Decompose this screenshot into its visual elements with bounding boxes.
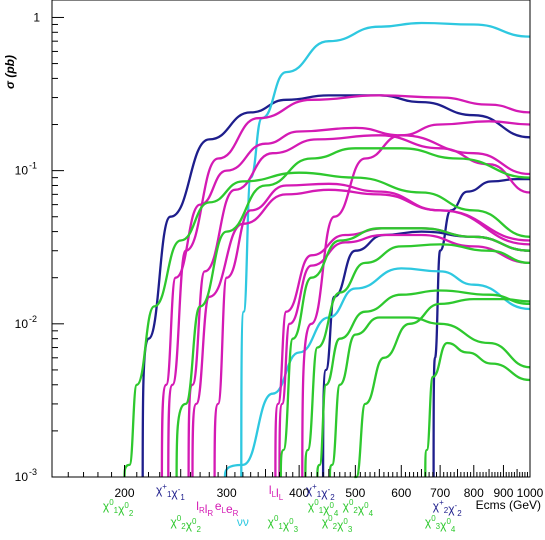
- series-line-green-13: [123, 171, 531, 478]
- series-line-green-19: [354, 297, 531, 479]
- threshold-label: χ02χ03: [322, 514, 353, 534]
- x-tick-label: 900: [493, 486, 513, 500]
- threshold-label: χ+1χ-1: [156, 482, 185, 502]
- y-axis-title: σ (pb): [3, 55, 17, 89]
- series-line-magenta-5: [160, 126, 531, 478]
- threshold-label: χ+1χ-2: [306, 482, 335, 502]
- x-tick-label: 500: [345, 486, 365, 500]
- series-line-cyan-4: [223, 267, 531, 478]
- y-tick-label: 1: [33, 10, 40, 24]
- threshold-label: χ03χ04: [425, 514, 456, 534]
- series-line-green-15: [279, 227, 531, 478]
- series-line-magenta-12: [301, 120, 531, 478]
- y-tick-layer: 110-110-210-3: [15, 10, 64, 484]
- threshold-label: lRlR: [196, 499, 213, 518]
- series-line-green-14: [175, 147, 531, 478]
- x-tick-label: 700: [430, 486, 450, 500]
- threshold-label: lLlL: [269, 483, 284, 502]
- y-tick-label: 10: [15, 317, 29, 331]
- series-line-cyan-3: [240, 21, 531, 478]
- axes: [51, 0, 531, 478]
- x-tick-label: 300: [217, 486, 237, 500]
- series-line-magenta-9: [213, 182, 531, 478]
- x-tick-label: 600: [391, 486, 411, 500]
- series-line-magenta-7: [187, 134, 531, 478]
- y-tick-exponent: -2: [29, 314, 37, 324]
- series-line-navy-0: [141, 94, 531, 478]
- threshold-label: χ01χ04: [308, 498, 339, 518]
- x-tick-label: 200: [114, 486, 134, 500]
- series-line-navy-1: [321, 230, 531, 478]
- threshold-label: χ02χ04: [343, 498, 374, 518]
- threshold-label: νν: [237, 515, 249, 529]
- y-tick-exponent: -1: [29, 161, 37, 171]
- threshold-label: χ01χ03: [268, 514, 299, 534]
- y-tick-label: 10: [15, 164, 29, 178]
- series-line-green-16: [304, 243, 531, 478]
- series-line-green-18: [328, 316, 531, 478]
- series-line-green-17: [316, 289, 531, 478]
- y-tick-exponent: -3: [29, 467, 37, 477]
- y-tick-label: 10: [15, 470, 29, 484]
- threshold-label: χ01χ02: [103, 498, 134, 518]
- series-line-magenta-11: [278, 233, 531, 478]
- threshold-label: χ02χ02: [170, 514, 201, 534]
- curve-layer: [123, 21, 531, 479]
- x-tick-label: 400: [289, 486, 309, 500]
- x-tick-layer: 200 300 400 500 600 700 800 900 1000: [51, 465, 544, 500]
- plot-frame: [51, 0, 531, 478]
- x-axis-title: Ecms (GeV): [476, 498, 541, 512]
- threshold-label: eLeR: [215, 499, 239, 518]
- x-tick-label: 800: [464, 486, 484, 500]
- threshold-label: χ+2χ-2: [433, 498, 462, 518]
- series-line-magenta-6: [167, 94, 531, 478]
- series-line-green-20: [424, 341, 531, 478]
- x-tick-label: 1000: [517, 486, 544, 500]
